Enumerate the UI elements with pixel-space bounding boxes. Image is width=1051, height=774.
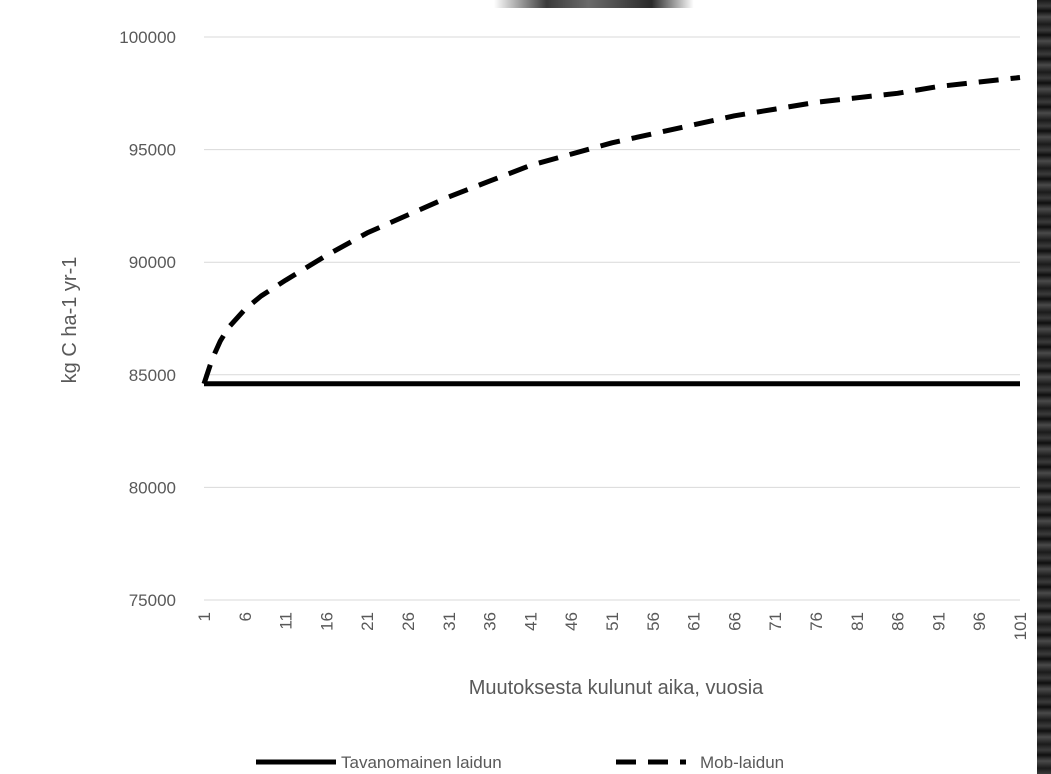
- background-photo-edge: [1037, 0, 1051, 774]
- y-axis-title: kg C ha-1 yr-1: [59, 257, 81, 384]
- chart-panel: [0, 8, 1037, 774]
- y-tick-label: 75000: [129, 591, 176, 610]
- x-axis-title: Muutoksesta kulunut aika, vuosia: [469, 677, 764, 699]
- y-axis-ticks: 75000 80000 85000 90000 95000 100000: [119, 28, 176, 610]
- legend: Tavanomainen laidun Mob-laidun: [256, 753, 784, 772]
- x-tick-label: 86: [889, 612, 908, 631]
- y-tick-label: 85000: [129, 366, 176, 385]
- x-tick-label: 101: [1011, 612, 1030, 640]
- x-tick-label: 36: [481, 612, 500, 631]
- x-tick-label: 51: [603, 612, 622, 631]
- y-tick-label: 95000: [129, 141, 176, 160]
- x-tick-label: 96: [970, 612, 989, 631]
- x-tick-label: 41: [521, 612, 540, 631]
- x-tick-label: 81: [848, 612, 867, 631]
- series-layer: [201, 75, 1021, 387]
- x-tick-label: 46: [562, 612, 581, 631]
- x-tick-label: 61: [685, 612, 704, 631]
- x-tick-label: 26: [399, 612, 418, 631]
- y-tick-label: 90000: [129, 253, 176, 272]
- y-tick-label: 80000: [129, 478, 176, 497]
- x-tick-label: 56: [644, 612, 663, 631]
- background-photo-strip: [0, 0, 1051, 8]
- x-tick-label: 76: [807, 612, 826, 631]
- legend-label-1: Mob-laidun: [700, 753, 784, 772]
- series-line-1: [201, 75, 1021, 385]
- gridlines: [204, 36, 1020, 601]
- x-tick-label: 11: [277, 612, 296, 630]
- x-tick-label: 71: [766, 612, 785, 631]
- x-tick-label: 16: [317, 612, 336, 631]
- x-tick-label: 21: [358, 612, 377, 631]
- x-tick-label: 6: [236, 612, 255, 621]
- x-axis-ticks: 1 6 11 16 21 26 31 36 41 46 51 56 61 66 71 76 81 86 91 96 10…: [195, 612, 1030, 640]
- x-tick-label: 31: [440, 612, 459, 631]
- x-tick-label: 1: [195, 612, 214, 621]
- x-tick-label: 66: [725, 612, 744, 631]
- x-tick-label: 91: [929, 612, 948, 631]
- legend-label-0: Tavanomainen laidun: [341, 753, 502, 772]
- y-tick-label: 100000: [119, 28, 176, 47]
